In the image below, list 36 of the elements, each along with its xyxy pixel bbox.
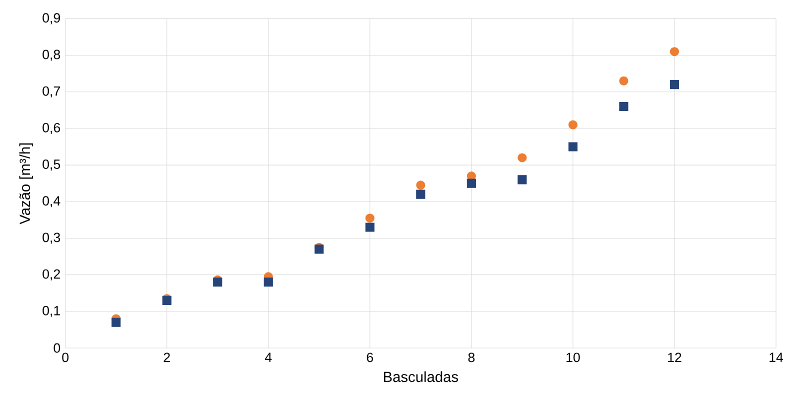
x-tick-label: 10	[566, 352, 580, 362]
y-tick-label: 0,1	[42, 306, 60, 317]
y-tick-label: 0,8	[42, 50, 60, 61]
y-axis-title: Vazão [m³/h]	[19, 143, 33, 224]
x-tick-label: 0	[62, 352, 69, 362]
x-tick-label: 6	[366, 352, 374, 362]
y-tick-label: 0,7	[42, 86, 60, 98]
point	[518, 175, 527, 184]
point	[619, 102, 628, 112]
point	[568, 142, 578, 152]
y-tick-label: 0,2	[42, 269, 60, 280]
x-axis-title: Basculadas	[384, 371, 458, 382]
point	[568, 120, 578, 130]
point	[670, 80, 680, 90]
x-tick-label: 12	[668, 352, 682, 362]
point	[670, 47, 680, 56]
y-tick-label: 0	[54, 343, 60, 353]
point	[416, 190, 426, 199]
x-tick-label: 14	[770, 352, 784, 362]
point	[365, 214, 374, 223]
point	[264, 278, 273, 287]
point	[365, 222, 374, 232]
x-tick-label: 2	[164, 352, 170, 362]
y-tick-label: 0,6	[42, 122, 60, 134]
y-tick-label: 0,9	[42, 13, 60, 24]
point	[213, 278, 222, 287]
y-tick-label: 0,4	[42, 196, 60, 208]
point	[619, 76, 628, 86]
point	[466, 178, 476, 188]
x-tick-label: 8	[468, 352, 475, 362]
y-tick-label: 0,5	[42, 160, 60, 171]
y-tick-label: 0,3	[42, 232, 60, 244]
point	[112, 318, 121, 327]
point	[518, 153, 527, 162]
x-tick-label: 4	[264, 352, 272, 362]
point	[416, 180, 426, 190]
